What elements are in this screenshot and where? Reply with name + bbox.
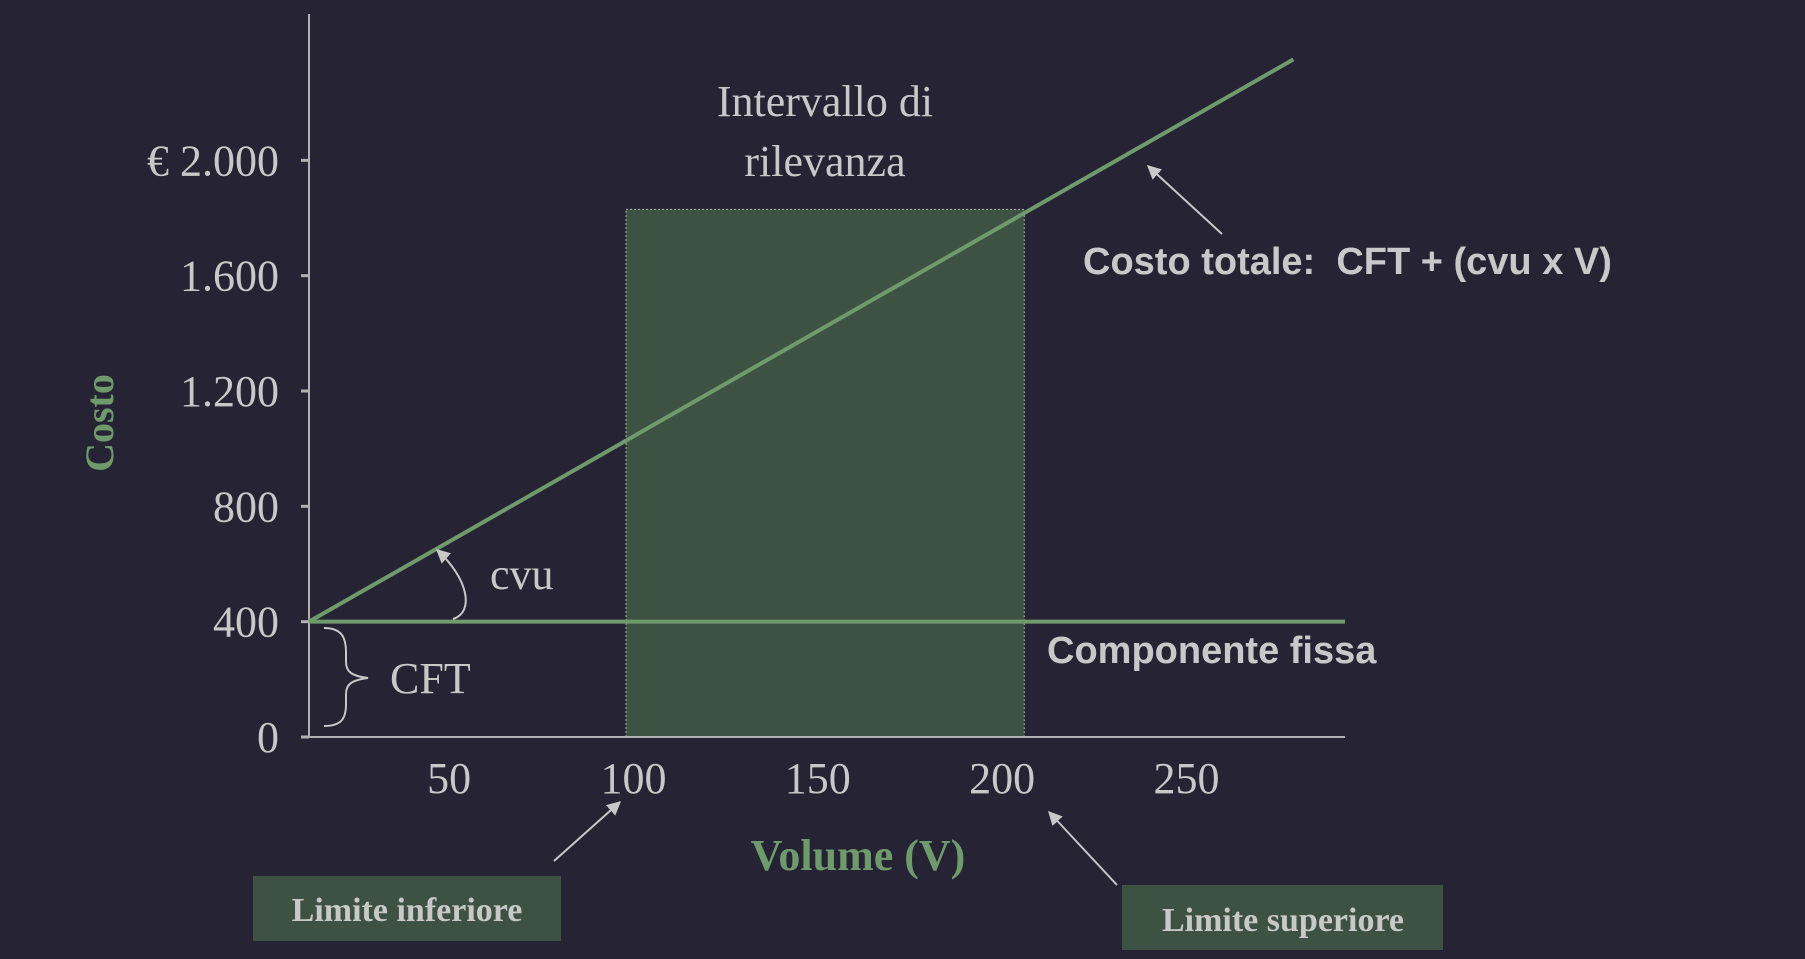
relevant-range-label-line-1: Intervallo di [717, 77, 933, 126]
x-tick-label: 50 [427, 754, 471, 803]
x-axis-title: Volume (V) [751, 831, 966, 880]
upper-limit-box [1122, 885, 1443, 950]
x-tick-label: 250 [1153, 754, 1219, 803]
y-tick-label: 0 [257, 713, 279, 762]
y-axis-title: Costo [77, 374, 122, 472]
series-line-total-cost [308, 57, 1295, 624]
y-tick-label: 1.200 [180, 367, 279, 416]
cvu-angle-arrow [435, 549, 467, 620]
relevant-range-area [625, 208, 1025, 738]
fixed-component-label: Componente fissa [1047, 630, 1377, 672]
upper-limit-arrow [1048, 810, 1118, 886]
x-tick-label: 150 [785, 754, 851, 803]
y-tick-label: 1.600 [180, 252, 279, 301]
lower-limit-box [253, 876, 561, 941]
y-tick-label: 800 [213, 482, 279, 531]
cvu-label: cvu [490, 550, 554, 599]
cft-label: CFT [390, 654, 471, 703]
y-tick-marks [301, 158, 309, 739]
lower-limit-arrow [553, 801, 622, 862]
lower-limit-label: Limite inferiore [292, 892, 523, 929]
relevant-range-label-line-2: rilevanza [744, 137, 905, 186]
y-tick-label: € 2.000 [147, 136, 279, 185]
x-tick-labels: 50 100 150 200 250 [427, 754, 1219, 803]
y-tick-labels: 0 400 800 1.200 1.600 € 2.000 [147, 136, 279, 762]
y-tick-label: 400 [213, 598, 279, 647]
x-tick-label: 200 [969, 754, 1035, 803]
upper-limit-label: Limite superiore [1162, 902, 1404, 939]
cft-brace [323, 627, 369, 727]
total-cost-label: Costo totale: CFT + (cvu x V) [1083, 241, 1612, 283]
x-tick-label: 100 [600, 754, 666, 803]
total-cost-arrow [1146, 165, 1223, 235]
